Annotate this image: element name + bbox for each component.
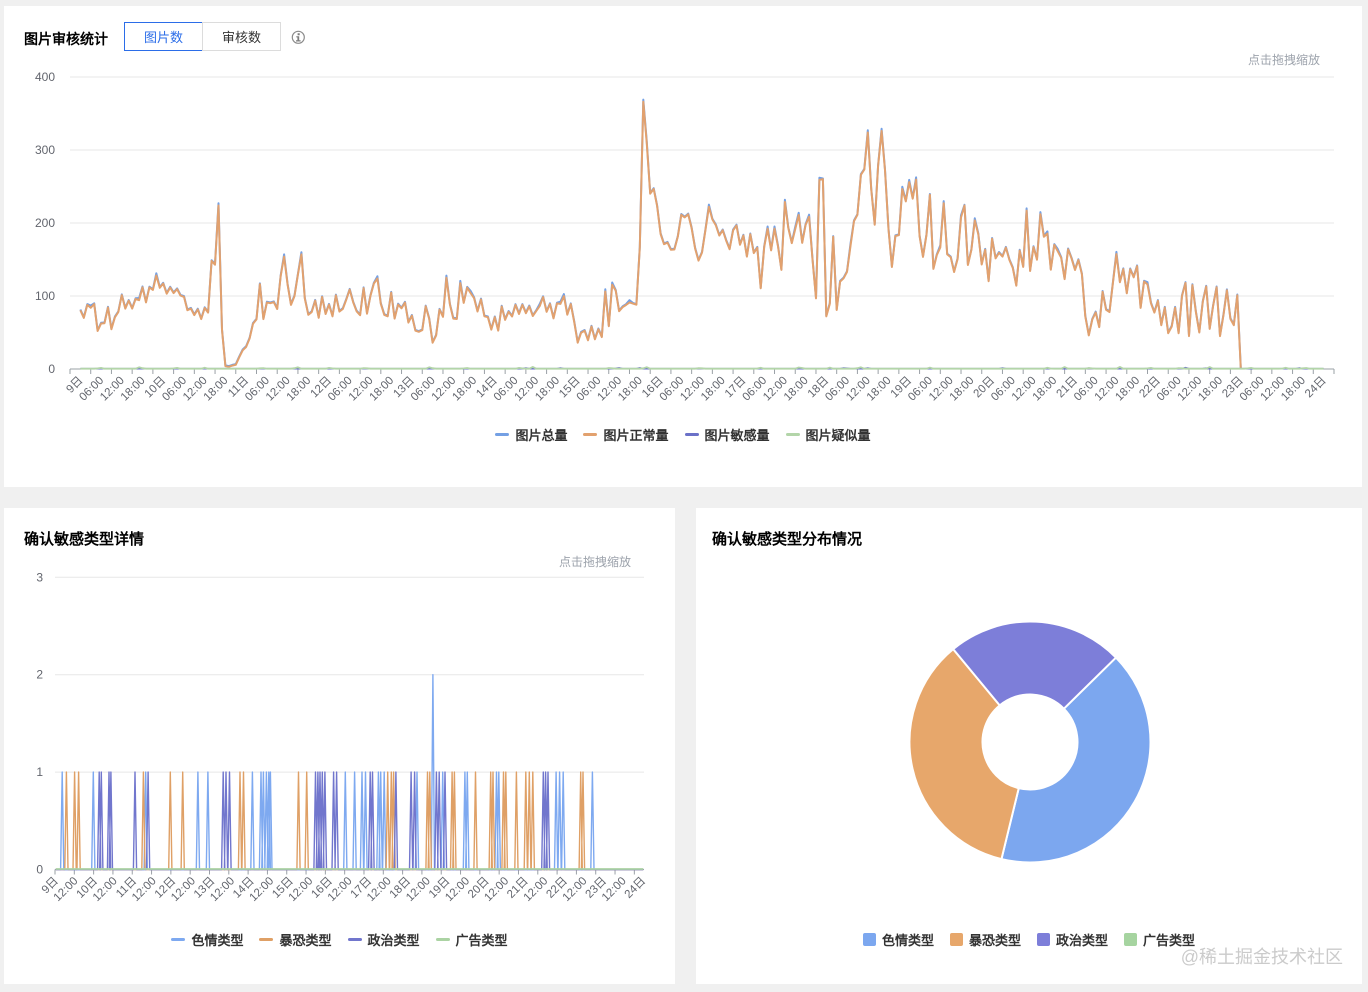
svg-text:18:00: 18:00 (782, 375, 811, 404)
svg-text:0: 0 (36, 863, 43, 877)
svg-text:18:00: 18:00 (1279, 375, 1308, 404)
svg-text:18:00: 18:00 (616, 375, 645, 404)
svg-text:24日: 24日 (1303, 375, 1329, 401)
svg-text:18:00: 18:00 (367, 375, 396, 404)
svg-text:0: 0 (48, 362, 55, 376)
svg-text:18:00: 18:00 (865, 375, 894, 404)
svg-text:18:00: 18:00 (450, 375, 479, 404)
svg-text:200: 200 (35, 216, 55, 230)
svg-text:3: 3 (36, 570, 43, 584)
svg-text:18:00: 18:00 (533, 375, 562, 404)
svg-text:18:00: 18:00 (1113, 375, 1142, 404)
svg-text:400: 400 (35, 70, 55, 84)
svg-text:2: 2 (36, 668, 43, 682)
svg-text:100: 100 (35, 289, 55, 303)
svg-text:18:00: 18:00 (1196, 375, 1225, 404)
svg-text:18:00: 18:00 (119, 375, 148, 404)
svg-text:18:00: 18:00 (285, 375, 314, 404)
svg-text:18:00: 18:00 (1031, 375, 1060, 404)
svg-text:18:00: 18:00 (948, 375, 977, 404)
svg-text:18:00: 18:00 (202, 375, 231, 404)
svg-text:1: 1 (36, 765, 43, 779)
svg-text:18:00: 18:00 (699, 375, 728, 404)
svg-text:24日: 24日 (623, 875, 649, 901)
svg-text:300: 300 (35, 143, 55, 157)
